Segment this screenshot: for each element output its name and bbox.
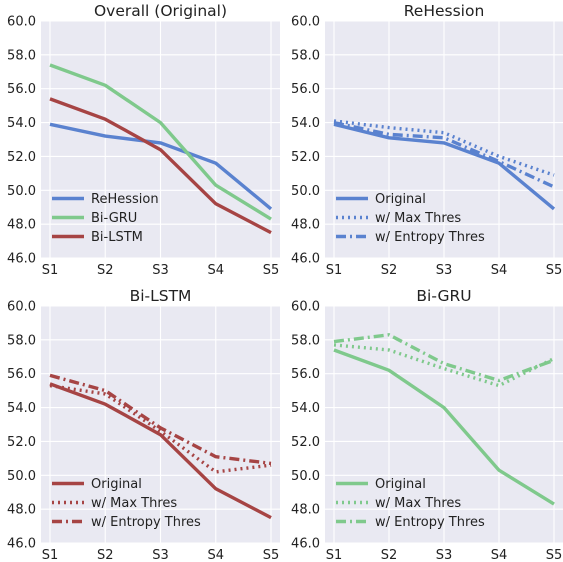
y-tick-label: 60.0: [291, 15, 320, 30]
y-tick-label: 52.0: [7, 150, 36, 165]
y-tick-label: 56.0: [7, 367, 36, 382]
y-tick-label: 48.0: [7, 503, 36, 518]
y-tick-label: 60.0: [7, 300, 36, 315]
y-tick-label: 48.0: [291, 218, 320, 233]
legend-label: Original: [375, 477, 426, 492]
y-tick-label: 58.0: [7, 333, 36, 348]
series-line-1: [49, 122, 273, 211]
legend-label: w/ Entropy Thres: [91, 515, 201, 530]
x-tick-label: S5: [546, 263, 563, 278]
series-line-3: [49, 373, 272, 466]
series-line-2: [49, 383, 272, 474]
legend: Original w/ Max Thres w/ Entropy Thres: [336, 192, 485, 245]
legend-label: Original: [91, 477, 142, 492]
y-tick-label: 50.0: [7, 469, 36, 484]
legend-label: ReHession: [91, 192, 159, 207]
y-tick-label: 46.0: [7, 537, 36, 552]
series-line-3: [49, 97, 272, 235]
x-tick-label: S2: [97, 548, 114, 562]
legend-label: Bi-LSTM: [91, 230, 143, 245]
chart-title: Bi-GRU: [416, 287, 471, 305]
series-line-3: [333, 333, 555, 383]
x-tick-label: S1: [326, 263, 343, 278]
y-tick-label: 50.0: [7, 184, 36, 199]
y-tick-label: 48.0: [291, 503, 320, 518]
x-tick-label: S5: [263, 548, 280, 562]
y-tick-label: 56.0: [291, 367, 320, 382]
legend-label: w/ Max Thres: [375, 211, 461, 226]
x-tick-label: S3: [436, 263, 453, 278]
series-line-2: [333, 343, 555, 388]
chart-panel-1: 46.0 48.0 50.0 52.0 54.0 56.0 58.0 60.0 S1 S2 S3 S4…: [7, 2, 280, 278]
y-tick-label: 46.0: [291, 537, 320, 552]
chart-title: Overall (Original): [94, 2, 227, 20]
series-line-1: [333, 348, 555, 506]
y-tick-label: 54.0: [7, 401, 36, 416]
y-tick-label: 52.0: [7, 435, 36, 450]
x-tick-label: S5: [263, 263, 280, 278]
y-tick-label: 58.0: [291, 48, 320, 63]
x-tick-label: S3: [152, 263, 169, 278]
y-tick-label: 52.0: [291, 150, 320, 165]
legend-label: Bi-GRU: [91, 211, 137, 226]
y-tick-label: 58.0: [7, 48, 36, 63]
y-tick-label: 52.0: [291, 435, 320, 450]
y-tick-label: 56.0: [291, 82, 320, 97]
x-tick-label: S1: [42, 263, 59, 278]
x-tick-label: S2: [381, 263, 398, 278]
x-tick-label: S5: [546, 548, 563, 562]
y-tick-label: 54.0: [291, 116, 320, 131]
y-tick-label: 46.0: [7, 252, 36, 267]
chart-panel-3: 46.0 48.0 50.0 52.0 54.0 56.0 58.0 60.0 S1 S2 S3 S4…: [7, 287, 280, 562]
x-tick-label: S3: [152, 548, 169, 562]
y-tick-label: 54.0: [7, 116, 36, 131]
y-tick-label: 56.0: [7, 82, 36, 97]
y-tick-label: 60.0: [7, 15, 36, 30]
y-tick-label: 50.0: [291, 469, 320, 484]
y-tick-label: 48.0: [7, 218, 36, 233]
x-tick-label: S1: [326, 548, 343, 562]
y-tick-label: 54.0: [291, 401, 320, 416]
series-line-2: [49, 63, 272, 221]
x-tick-label: S3: [436, 548, 453, 562]
legend-label: w/ Entropy Thres: [375, 230, 485, 245]
x-tick-label: S4: [491, 548, 508, 562]
series-line-1: [333, 122, 556, 211]
x-tick-label: S4: [207, 548, 224, 562]
legend: Original w/ Max Thres w/ Entropy Thres: [336, 477, 485, 530]
x-tick-label: S2: [97, 263, 114, 278]
chart-panel-4: 46.0 48.0 50.0 52.0 54.0 56.0 58.0 60.0 S1 S2 S3 S4…: [291, 287, 563, 562]
y-tick-label: 60.0: [291, 300, 320, 315]
series-line-2: [333, 119, 555, 177]
chart-title: ReHession: [404, 2, 485, 20]
y-tick-label: 58.0: [291, 333, 320, 348]
x-tick-label: S4: [207, 263, 224, 278]
chart-title: Bi-LSTM: [130, 287, 192, 305]
chart-panel-2: 46.0 48.0 50.0 52.0 54.0 56.0 58.0 60.0 S1 S2 S3 S4…: [291, 2, 563, 278]
x-tick-label: S4: [491, 263, 508, 278]
x-tick-label: S2: [381, 548, 398, 562]
legend: Original w/ Max Thres w/ Entropy Thres: [52, 477, 201, 530]
legend-label: w/ Max Thres: [375, 496, 461, 511]
y-tick-label: 50.0: [291, 184, 320, 199]
legend: ReHession Bi-GRU Bi-LSTM: [52, 192, 159, 245]
x-tick-label: S1: [42, 548, 59, 562]
legend-label: w/ Entropy Thres: [375, 515, 485, 530]
legend-label: Original: [375, 192, 426, 207]
y-tick-label: 46.0: [291, 252, 320, 267]
legend-label: w/ Max Thres: [91, 496, 177, 511]
series-line-1: [49, 382, 272, 520]
